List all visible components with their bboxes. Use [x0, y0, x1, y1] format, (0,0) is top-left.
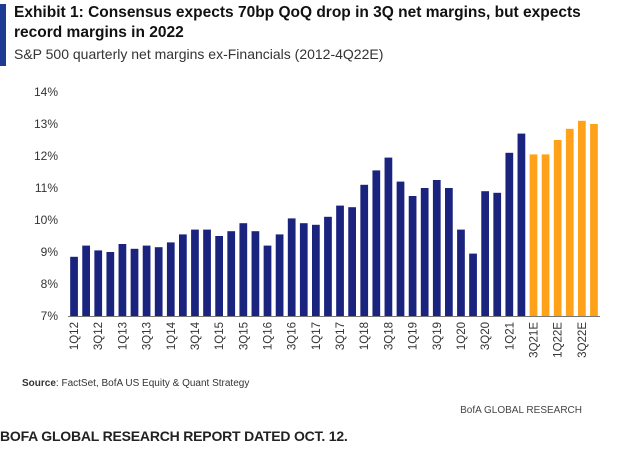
x-tick-label: 1Q18: [359, 322, 371, 350]
x-tick-label: 3Q17: [335, 322, 347, 350]
bar-actual-4Q18: [396, 181, 405, 316]
x-tick-label: 1Q17: [311, 322, 323, 350]
bar-estimate-3Q22E: [577, 120, 586, 316]
bar-actual-2Q12: [82, 245, 91, 316]
y-tick-label: 12%: [34, 149, 58, 163]
bar-estimate-4Q21E: [541, 154, 550, 316]
y-tick-label: 13%: [34, 117, 58, 131]
bar-estimate-4Q22E: [590, 124, 598, 316]
bar-actual-2Q20: [469, 253, 477, 316]
bar-actual-1Q19: [408, 196, 417, 316]
x-tick-label: 1Q19: [408, 322, 420, 350]
source-label: Source: [22, 378, 56, 389]
bar-actual-3Q15: [239, 223, 248, 316]
bar-estimate-1Q22E: [553, 140, 562, 316]
bar-actual-2Q16: [275, 234, 284, 316]
bar-actual-2Q13: [130, 248, 139, 316]
x-tick-label: 1Q13: [117, 322, 129, 350]
bar-actual-1Q17: [311, 224, 320, 316]
x-tick-label: 3Q16: [287, 322, 299, 350]
x-tick-label: 1Q20: [456, 322, 468, 350]
bar-actual-1Q12: [70, 256, 78, 316]
bar-actual-2Q18: [372, 170, 381, 316]
x-tick-label: 1Q15: [214, 322, 226, 350]
x-tick-label: 1Q16: [263, 322, 275, 350]
bar-actual-1Q14: [166, 242, 175, 316]
report-caption: BOFA GLOBAL RESEARCH REPORT DATED OCT. 1…: [0, 428, 348, 444]
source-text: : FactSet, BofA US Equity & Quant Strate…: [55, 378, 250, 389]
y-tick-label: 9%: [41, 245, 59, 259]
x-tick-label: 1Q12: [69, 322, 81, 350]
chart-title: Exhibit 1: Consensus expects 70bp QoQ dr…: [14, 4, 581, 41]
bar-actual-1Q21: [505, 152, 514, 316]
x-tick-label: 3Q14: [190, 321, 202, 350]
bar-actual-2Q21: [517, 133, 526, 316]
bar-actual-4Q19: [444, 188, 453, 316]
x-tick-label: 3Q12: [93, 322, 105, 350]
bar-actual-3Q19: [432, 180, 441, 316]
bar-estimate-3Q21E: [529, 154, 538, 316]
x-tick-label: 3Q20: [480, 322, 492, 350]
bar-actual-3Q16: [287, 218, 296, 316]
x-tick-label: 3Q19: [432, 322, 444, 350]
bar-actual-3Q12: [94, 250, 103, 316]
bar-actual-4Q16: [299, 223, 308, 316]
y-tick-label: 10%: [34, 213, 58, 227]
x-tick-label: 3Q13: [142, 322, 154, 350]
title-accent-bar: [0, 4, 6, 66]
bar-actual-1Q18: [360, 184, 369, 316]
bar-actual-3Q18: [384, 157, 393, 316]
bar-actual-2Q17: [324, 216, 332, 316]
x-tick-label: 3Q22E: [577, 322, 589, 358]
bar-actual-3Q13: [142, 245, 151, 316]
bar-actual-1Q13: [118, 244, 127, 316]
bar-actual-1Q20: [457, 229, 465, 316]
bar-actual-3Q20: [481, 191, 490, 316]
bar-actual-2Q14: [178, 234, 187, 316]
y-tick-label: 11%: [35, 181, 58, 195]
bar-actual-2Q15: [227, 231, 236, 316]
bar-actual-1Q16: [263, 245, 272, 316]
bar-actual-3Q17: [336, 205, 344, 316]
bar-actual-4Q15: [251, 231, 260, 316]
x-tick-label: 1Q22E: [553, 322, 565, 358]
bar-actual-4Q14: [203, 229, 211, 316]
bar-actual-4Q12: [106, 252, 115, 316]
bar-actual-4Q13: [154, 247, 163, 316]
x-tick-label: 1Q21: [504, 322, 516, 350]
y-tick-label: 7%: [41, 309, 59, 323]
x-tick-label: 3Q18: [383, 322, 395, 350]
bar-actual-1Q15: [215, 236, 224, 316]
chart-subtitle: S&P 500 quarterly net margins ex-Financi…: [14, 46, 384, 62]
x-tick-label: 3Q21E: [529, 322, 541, 358]
x-tick-label: 3Q15: [238, 322, 250, 350]
y-tick-label: 14%: [34, 85, 58, 99]
source-note: Source: FactSet, BofA US Equity & Quant …: [22, 378, 249, 389]
y-tick-label: 8%: [41, 277, 59, 291]
bar-actual-4Q17: [348, 207, 357, 316]
bar-chart: 7% 8% 9% 10% 11% 12% 13% 14% 1Q12 3Q12 1Q13 3Q13 1Q1…: [34, 85, 600, 358]
bar-estimate-2Q22E: [565, 128, 574, 316]
x-tick-label: 1Q14: [166, 321, 178, 350]
bar-actual-4Q20: [493, 192, 502, 316]
bar-actual-3Q14: [191, 229, 199, 316]
brand-label: BofA GLOBAL RESEARCH: [460, 405, 582, 416]
bar-actual-2Q19: [420, 188, 429, 316]
